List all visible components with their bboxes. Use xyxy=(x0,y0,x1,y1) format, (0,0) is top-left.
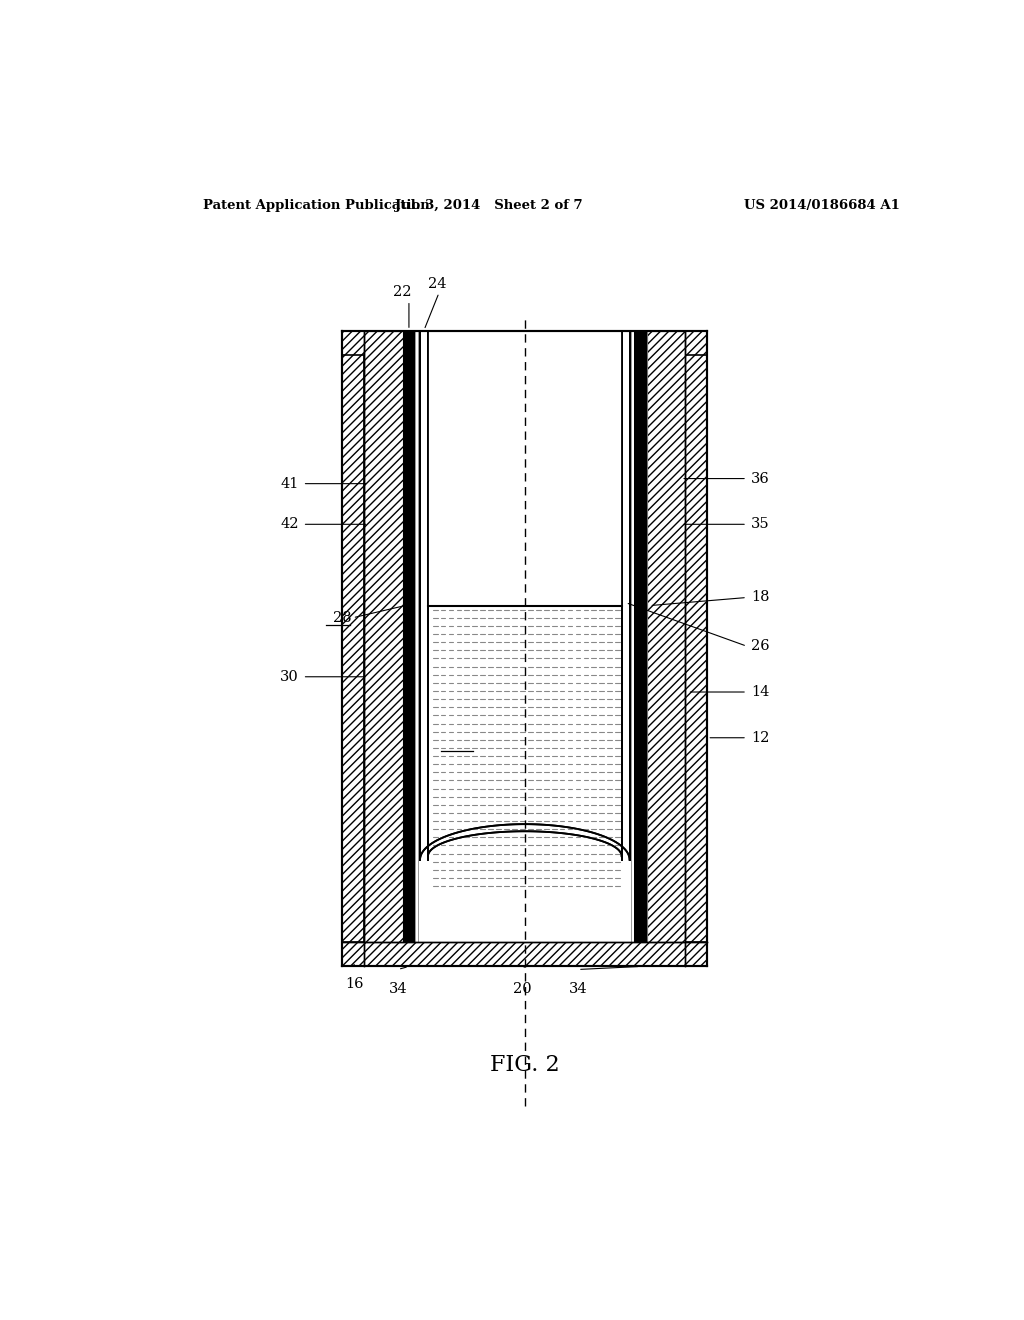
Text: 22: 22 xyxy=(393,285,412,298)
Text: 32: 32 xyxy=(449,735,467,750)
Bar xyxy=(634,595,647,615)
Text: US 2014/0186684 A1: US 2014/0186684 A1 xyxy=(744,198,900,211)
Text: Patent Application Publication: Patent Application Publication xyxy=(204,198,430,211)
Text: 16: 16 xyxy=(345,977,364,990)
Text: 34: 34 xyxy=(388,982,408,995)
Text: 34: 34 xyxy=(568,982,588,995)
Bar xyxy=(685,331,708,966)
Bar xyxy=(402,595,416,615)
Text: 24: 24 xyxy=(428,276,446,290)
Text: 42: 42 xyxy=(281,517,299,532)
Bar xyxy=(634,331,647,942)
Bar xyxy=(402,331,416,942)
Text: 28: 28 xyxy=(333,611,352,624)
Bar xyxy=(402,331,647,942)
Text: 41: 41 xyxy=(281,477,299,491)
Bar xyxy=(402,595,416,615)
Text: 18: 18 xyxy=(751,590,769,605)
Bar xyxy=(342,331,402,355)
Text: 26: 26 xyxy=(751,639,770,653)
Text: Jul. 3, 2014   Sheet 2 of 7: Jul. 3, 2014 Sheet 2 of 7 xyxy=(395,198,583,211)
Bar xyxy=(402,331,416,942)
Bar xyxy=(647,331,685,942)
Text: 20: 20 xyxy=(513,982,531,995)
Bar xyxy=(428,331,622,606)
Text: 12: 12 xyxy=(751,731,769,744)
Bar xyxy=(342,331,365,966)
Bar xyxy=(342,942,708,966)
Text: 14: 14 xyxy=(751,685,769,700)
Bar xyxy=(365,331,402,942)
Text: 36: 36 xyxy=(751,471,770,486)
Bar xyxy=(634,595,647,615)
Text: 30: 30 xyxy=(280,669,299,684)
Bar xyxy=(647,331,708,355)
Text: FIG. 2: FIG. 2 xyxy=(490,1055,559,1076)
Text: 35: 35 xyxy=(751,517,770,532)
Bar xyxy=(428,331,622,895)
Bar xyxy=(634,331,647,942)
